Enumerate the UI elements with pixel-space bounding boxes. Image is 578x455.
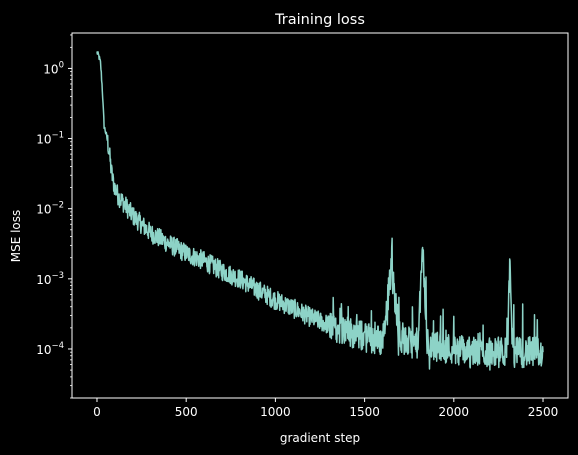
- y-tick-label: 10−3: [36, 271, 64, 287]
- y-tick-label: 10−2: [36, 201, 64, 217]
- x-axis-title: gradient step: [280, 431, 360, 445]
- y-tick-label: 100: [43, 60, 64, 76]
- loss-series-line: [96, 51, 544, 371]
- x-tick-label: 2000: [439, 405, 470, 419]
- x-tick-label: 1500: [349, 405, 380, 419]
- x-tick-label: 0: [93, 405, 101, 419]
- x-tick-label: 1000: [260, 405, 291, 419]
- y-tick-label: 10−4: [36, 341, 64, 357]
- plot-frame: [71, 32, 569, 399]
- y-axis-ticks: 100 10−1 10−2 10−3 10−4: [36, 60, 72, 357]
- y-tick-label: 10−1: [36, 131, 64, 147]
- y-axis-minor-ticks: [70, 34, 72, 399]
- y-axis-title: MSE loss: [9, 210, 23, 263]
- x-axis-ticks: 0 500 1000 1500 2000 2500: [93, 398, 558, 419]
- chart-title: Training loss: [274, 12, 365, 28]
- x-tick-label: 2500: [528, 405, 559, 419]
- x-tick-label: 500: [175, 405, 198, 419]
